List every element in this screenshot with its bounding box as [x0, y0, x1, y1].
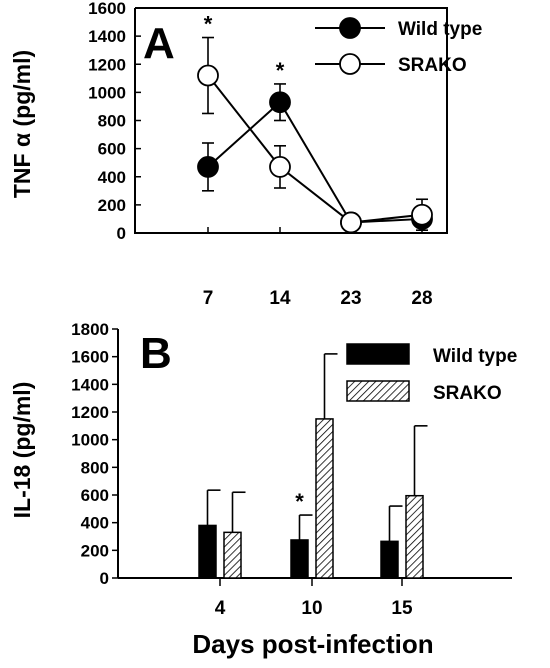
- panel-a-x-tick-label: 23: [340, 288, 361, 309]
- panel-a-significance-star: *: [204, 12, 213, 37]
- panel-a-axes: 0 200 400 600 800 1000 1200 1400 1600 7 14 23 28: [88, 0, 448, 309]
- panel-b-x-tick-label: 4: [215, 598, 226, 619]
- panel-b-y-tick-label: 1000: [71, 431, 109, 450]
- panel-b-y-axis-label: IL-18 (pg/ml): [9, 382, 35, 519]
- panel-b-bar: [405, 494, 424, 579]
- panel-a-data-point: [269, 156, 291, 178]
- panel-b-legend-label: SRAKO: [433, 383, 502, 404]
- panel-a-x-tick-label: 7: [203, 288, 214, 309]
- panel-b-y-tick-label: 200: [81, 541, 109, 560]
- panel-a-series-line: [207, 100, 423, 224]
- panel-b-y-tick-label: 600: [81, 486, 109, 505]
- panel-a-legend-marker: [339, 53, 361, 75]
- panel-a-y-tick-label: 1000: [88, 83, 126, 102]
- panel-a-legend-label: Wild type: [398, 19, 482, 40]
- panel-a-y-axis-label: TNF α (pg/ml): [9, 50, 35, 198]
- panel-b-y-tick-label: 1200: [71, 403, 109, 422]
- panel-a-x-tick-label: 28: [411, 288, 432, 309]
- panel-b-bar: [198, 524, 217, 579]
- panel-letter-b: B: [140, 329, 172, 378]
- panel-a-y-tick-label: 1200: [88, 55, 126, 74]
- panel-a-data-point: [197, 156, 219, 178]
- panel-b-legend-label: Wild type: [433, 346, 517, 367]
- panel-a-line-chart: A TNF α (pg/ml) 0 200 400 600 800 1000 1200 140…: [9, 0, 482, 309]
- panel-a-data-point: [411, 203, 433, 226]
- panel-a-y-tick-label: 1600: [88, 0, 126, 18]
- panel-b-significance-star: *: [295, 489, 304, 514]
- panel-a-y-tick-label: 400: [98, 168, 126, 187]
- panel-a-markers: **: [197, 12, 433, 234]
- panel-b-bar: [380, 540, 399, 579]
- panel-b-bar: [315, 418, 334, 579]
- panel-a-x-tick-label: 14: [269, 288, 291, 309]
- panel-b-legend: Wild type SRAKO: [346, 343, 517, 404]
- panel-b-y-tick-label: 400: [81, 514, 109, 533]
- panel-a-y-tick-label: 600: [98, 140, 126, 159]
- panel-a-y-tick-label: 0: [117, 224, 126, 243]
- panel-b-y-tick-label: 1600: [71, 348, 109, 367]
- panel-b-x-axis-label: Days post-infection: [192, 629, 433, 659]
- panel-a-y-tick-label: 200: [98, 196, 126, 215]
- panel-b-x-tick-label: 15: [391, 598, 413, 619]
- panel-letter-a: A: [143, 19, 175, 68]
- panel-b-axes: 0 200 400 600 800 1000 1200 1400 1600 1800 4 10 15: [71, 320, 512, 619]
- panel-a-significance-star: *: [276, 58, 285, 83]
- panel-a-legend-marker: [339, 17, 361, 39]
- panel-a-data-point: [197, 64, 219, 87]
- panel-b-legend-swatch: [346, 380, 410, 402]
- panel-b-bar: [223, 531, 242, 579]
- panel-a-data-point: [269, 91, 291, 114]
- panel-b-x-tick-label: 10: [301, 598, 322, 619]
- panel-a-series-lines: [207, 74, 423, 224]
- panel-b-legend-swatch: [346, 343, 410, 365]
- panel-b-y-tick-label: 0: [100, 569, 109, 588]
- panel-b-y-tick-label: 1400: [71, 375, 109, 394]
- panel-b-y-tick-label: 800: [81, 458, 109, 477]
- panel-a-y-tick-label: 1400: [88, 27, 126, 46]
- panel-a-series-line: [207, 74, 423, 224]
- panel-b-bar: [290, 539, 309, 579]
- panel-b-bars: *: [198, 353, 428, 579]
- panel-a-data-point: [340, 211, 362, 234]
- panel-b-bar-chart: B IL-18 (pg/ml) 0 200 400 600 800 1000 1200 140…: [9, 320, 517, 659]
- panel-a-y-tick-label: 800: [98, 112, 126, 131]
- panel-a-frame: [134, 7, 448, 234]
- panel-a-legend-label: SRAKO: [398, 55, 467, 76]
- panel-a-legend: Wild type SRAKO: [315, 17, 482, 76]
- panel-b-y-tick-label: 1800: [71, 320, 109, 339]
